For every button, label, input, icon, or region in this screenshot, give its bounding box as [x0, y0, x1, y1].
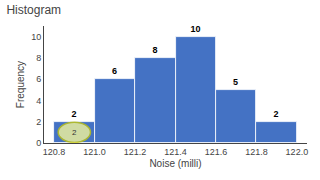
svg-text:6: 6 [36, 74, 41, 84]
svg-text:8: 8 [153, 45, 158, 55]
svg-text:6: 6 [112, 66, 117, 76]
svg-text:121.4: 121.4 [164, 147, 187, 157]
svg-text:121.8: 121.8 [245, 147, 268, 157]
svg-text:121.0: 121.0 [83, 147, 106, 157]
svg-text:2: 2 [274, 109, 279, 119]
svg-text:8: 8 [36, 53, 41, 63]
svg-text:5: 5 [233, 77, 238, 87]
svg-text:4: 4 [36, 96, 41, 106]
svg-text:122.0: 122.0 [286, 147, 309, 157]
svg-text:10: 10 [31, 32, 41, 42]
svg-text:2: 2 [36, 117, 41, 127]
svg-text:10: 10 [191, 24, 201, 34]
svg-text:120.8: 120.8 [43, 147, 66, 157]
svg-text:2: 2 [72, 109, 77, 119]
svg-text:Noise (milli): Noise (milli) [149, 158, 201, 169]
svg-text:Histogram: Histogram [6, 3, 61, 17]
svg-text:2: 2 [72, 128, 77, 137]
svg-text:121.6: 121.6 [205, 147, 228, 157]
svg-text:121.2: 121.2 [124, 147, 147, 157]
svg-text:Frequency: Frequency [15, 61, 26, 108]
svg-text:0: 0 [36, 138, 41, 148]
